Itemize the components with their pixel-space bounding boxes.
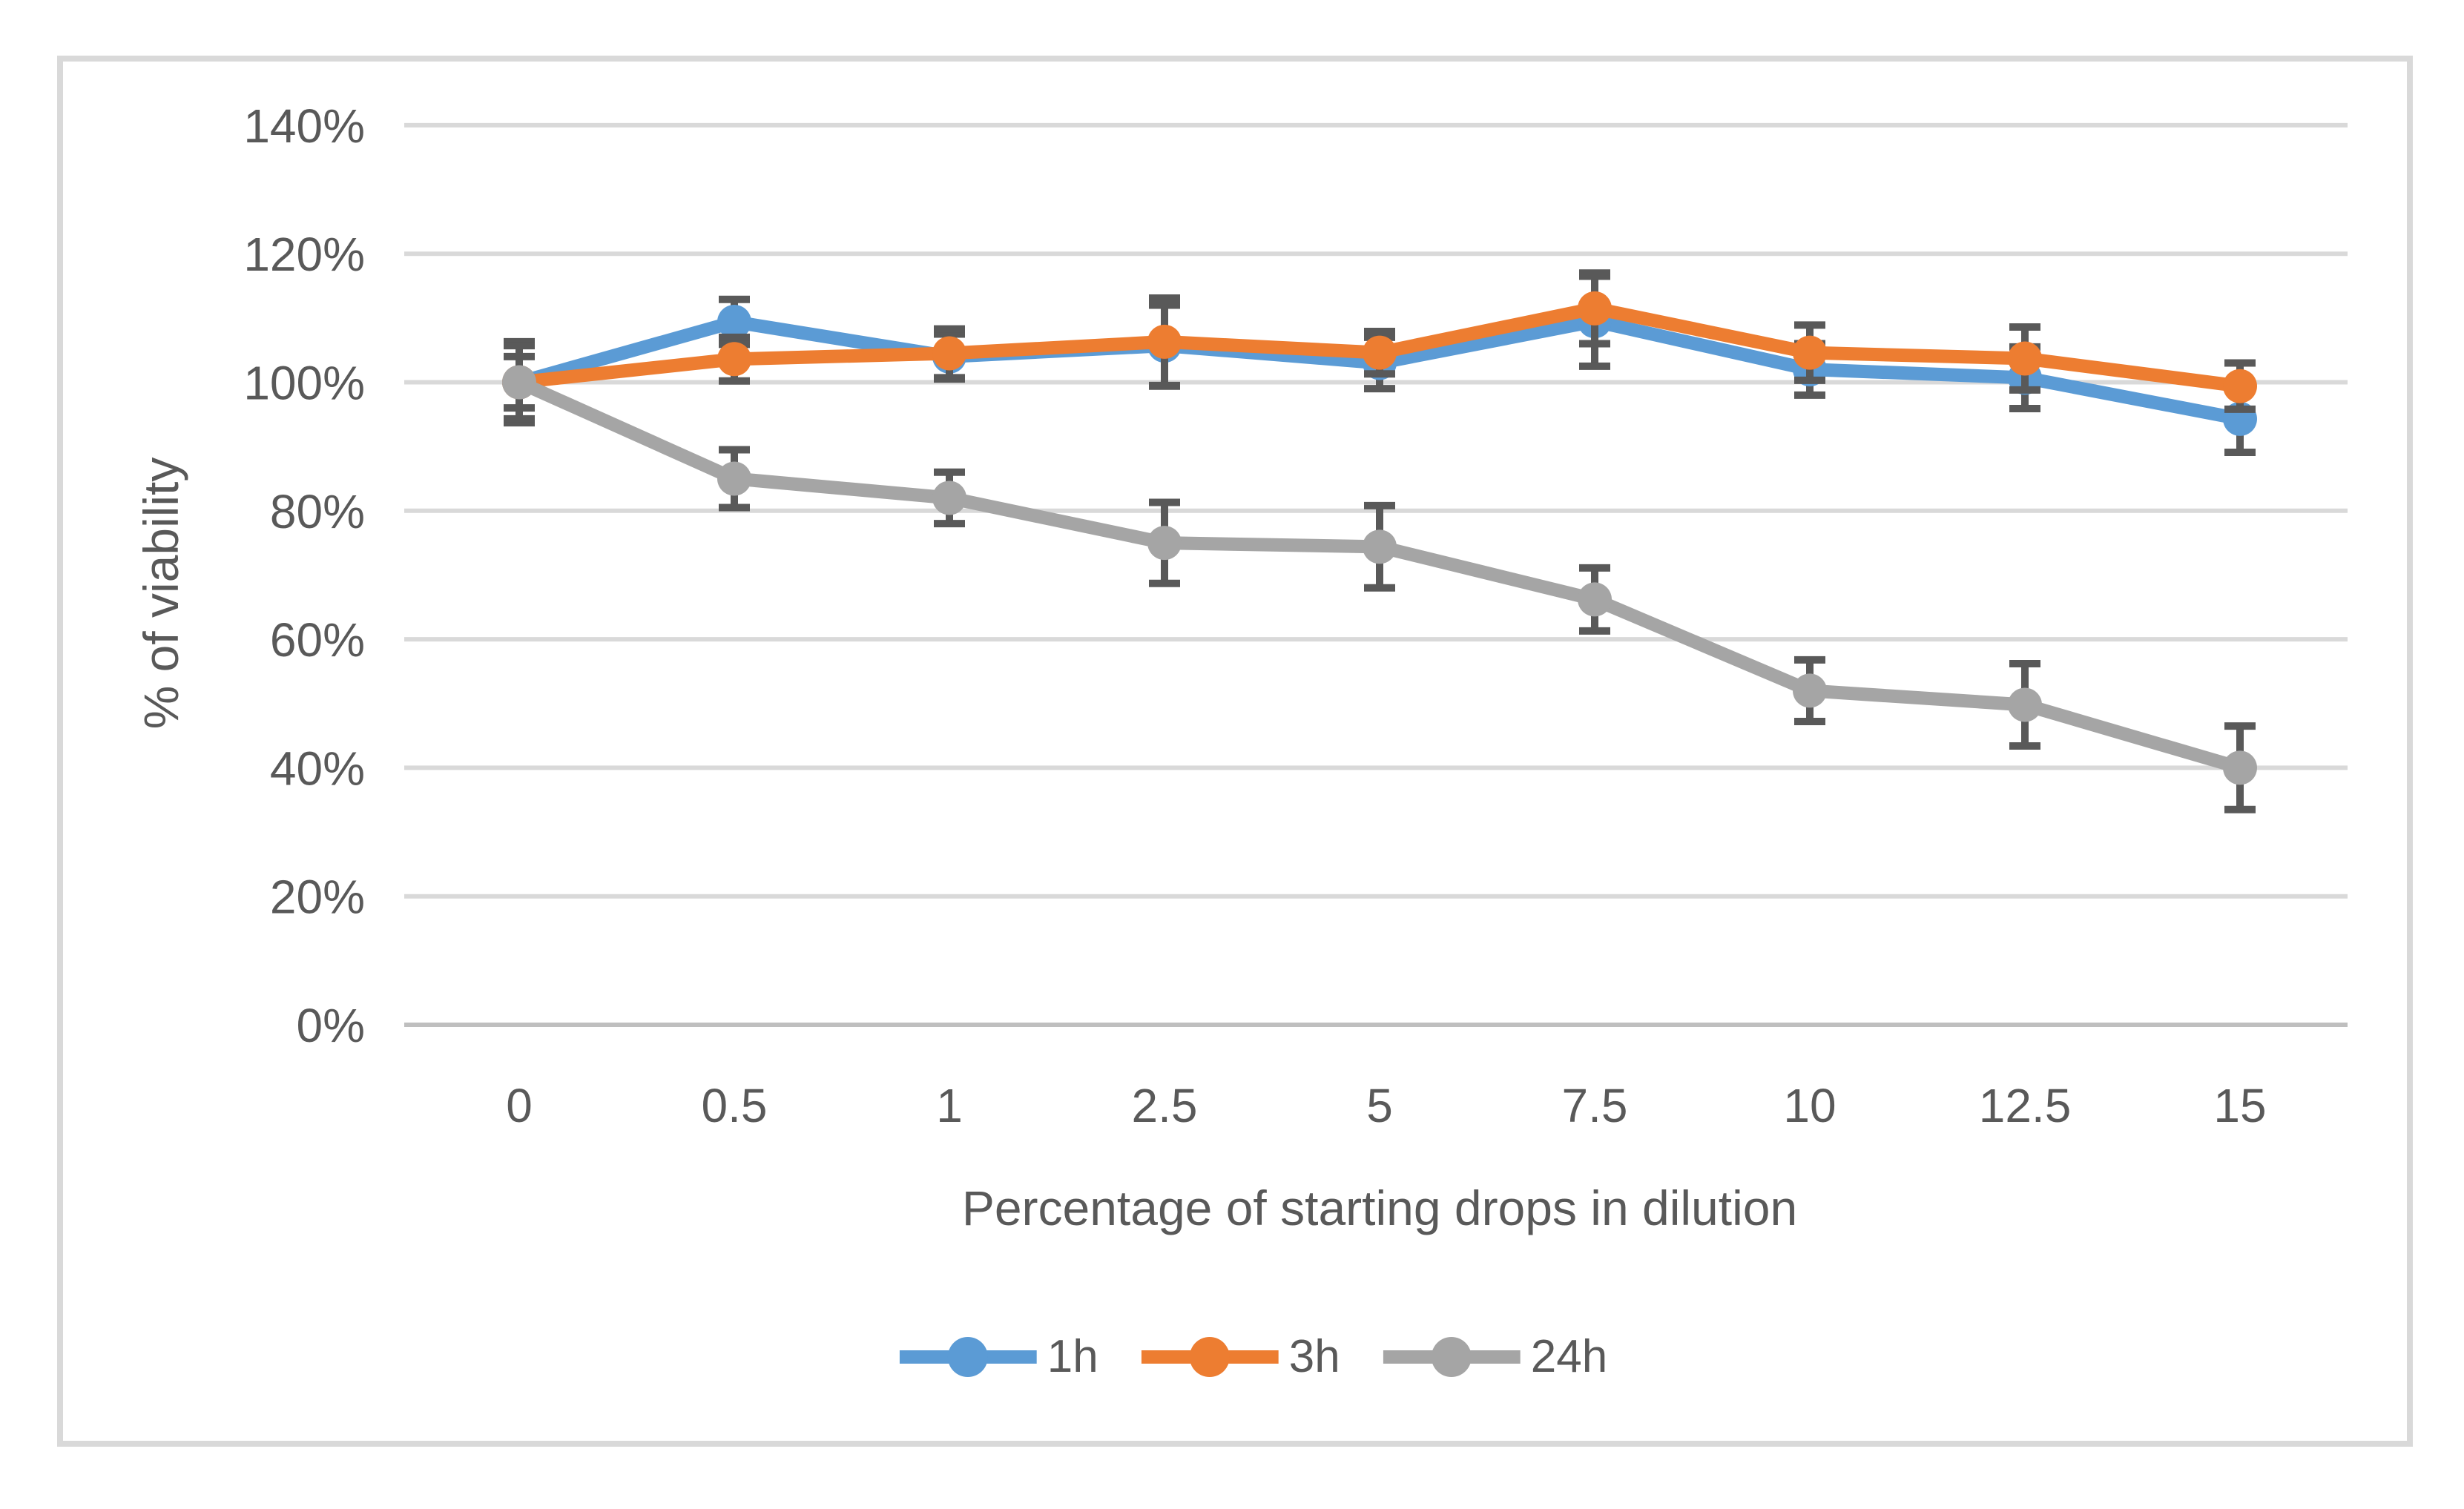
chart-legend: 1h 3h 24h	[899, 1331, 1607, 1382]
marker-3h-15	[2223, 369, 2257, 403]
errorbars-24h	[504, 342, 2256, 813]
marker-24h-12.5	[2008, 687, 2042, 722]
legend-swatch-24h-icon	[1383, 1337, 1521, 1377]
y-tick-label-20%: 20%	[270, 871, 365, 924]
marker-3h-0.5	[717, 342, 751, 377]
marker-24h-5	[1363, 529, 1397, 564]
legend-item-1h: 1h	[899, 1331, 1098, 1382]
series-markers-3h	[502, 291, 2257, 403]
legend-swatch-1h-icon	[899, 1337, 1037, 1377]
x-tick-label-5: 5	[1366, 1079, 1393, 1132]
marker-24h-7.5	[1578, 582, 1612, 617]
x-tick-label-0.5: 0.5	[702, 1079, 768, 1132]
marker-3h-10	[1793, 335, 1827, 370]
marker-24h-1	[932, 481, 966, 515]
marker-24h-10	[1793, 673, 1827, 708]
marker-24h-2.5	[1147, 526, 1182, 561]
marker-24h-0.5	[717, 461, 751, 496]
y-tick-label-40%: 40%	[270, 742, 365, 795]
series-layer	[502, 269, 2257, 813]
legend-item-3h: 3h	[1141, 1331, 1340, 1382]
x-tick-label-10: 10	[1783, 1079, 1836, 1132]
x-tick-label-7.5: 7.5	[1562, 1079, 1628, 1132]
marker-3h-5	[1363, 335, 1397, 370]
x-axis-tick-labels: 0 0.5 1 2.5 5 7.5 10 12.5 15	[506, 1079, 2266, 1132]
marker-24h-0	[502, 365, 536, 400]
y-axis-title: % of viability	[134, 458, 188, 730]
marker-3h-2.5	[1147, 324, 1182, 359]
y-tick-label-0%: 0%	[297, 999, 366, 1052]
y-tick-label-140%: 140%	[243, 99, 365, 153]
y-tick-label-60%: 60%	[270, 613, 365, 667]
marker-3h-12.5	[2008, 341, 2042, 376]
x-tick-label-12.5: 12.5	[1979, 1079, 2072, 1132]
x-tick-label-15: 15	[2213, 1079, 2266, 1132]
marker-1h-0.5	[717, 305, 751, 340]
marker-3h-7.5	[1578, 291, 1612, 326]
x-tick-label-1: 1	[936, 1079, 963, 1132]
legend-item-24h: 24h	[1383, 1332, 1607, 1382]
legend-label-3h: 3h	[1288, 1331, 1340, 1382]
x-tick-label-0: 0	[506, 1079, 533, 1132]
x-tick-label-2.5: 2.5	[1132, 1079, 1198, 1132]
y-axis-tick-labels: 0% 20% 40% 60% 80% 100% 120% 140%	[243, 99, 365, 1052]
legend-label-24h: 24h	[1530, 1331, 1608, 1382]
legend-label-1h: 1h	[1047, 1331, 1098, 1382]
series-markers-24h	[502, 365, 2257, 785]
marker-3h-1	[932, 336, 966, 371]
y-tick-label-100%: 100%	[243, 357, 365, 410]
legend-swatch-3h-icon	[1141, 1337, 1279, 1377]
y-tick-label-80%: 80%	[270, 485, 365, 538]
marker-24h-15	[2223, 750, 2257, 785]
y-tick-label-120%: 120%	[243, 228, 365, 281]
x-axis-title: Percentage of starting drops in dilution	[962, 1181, 1797, 1235]
figure-border	[57, 56, 2413, 1447]
